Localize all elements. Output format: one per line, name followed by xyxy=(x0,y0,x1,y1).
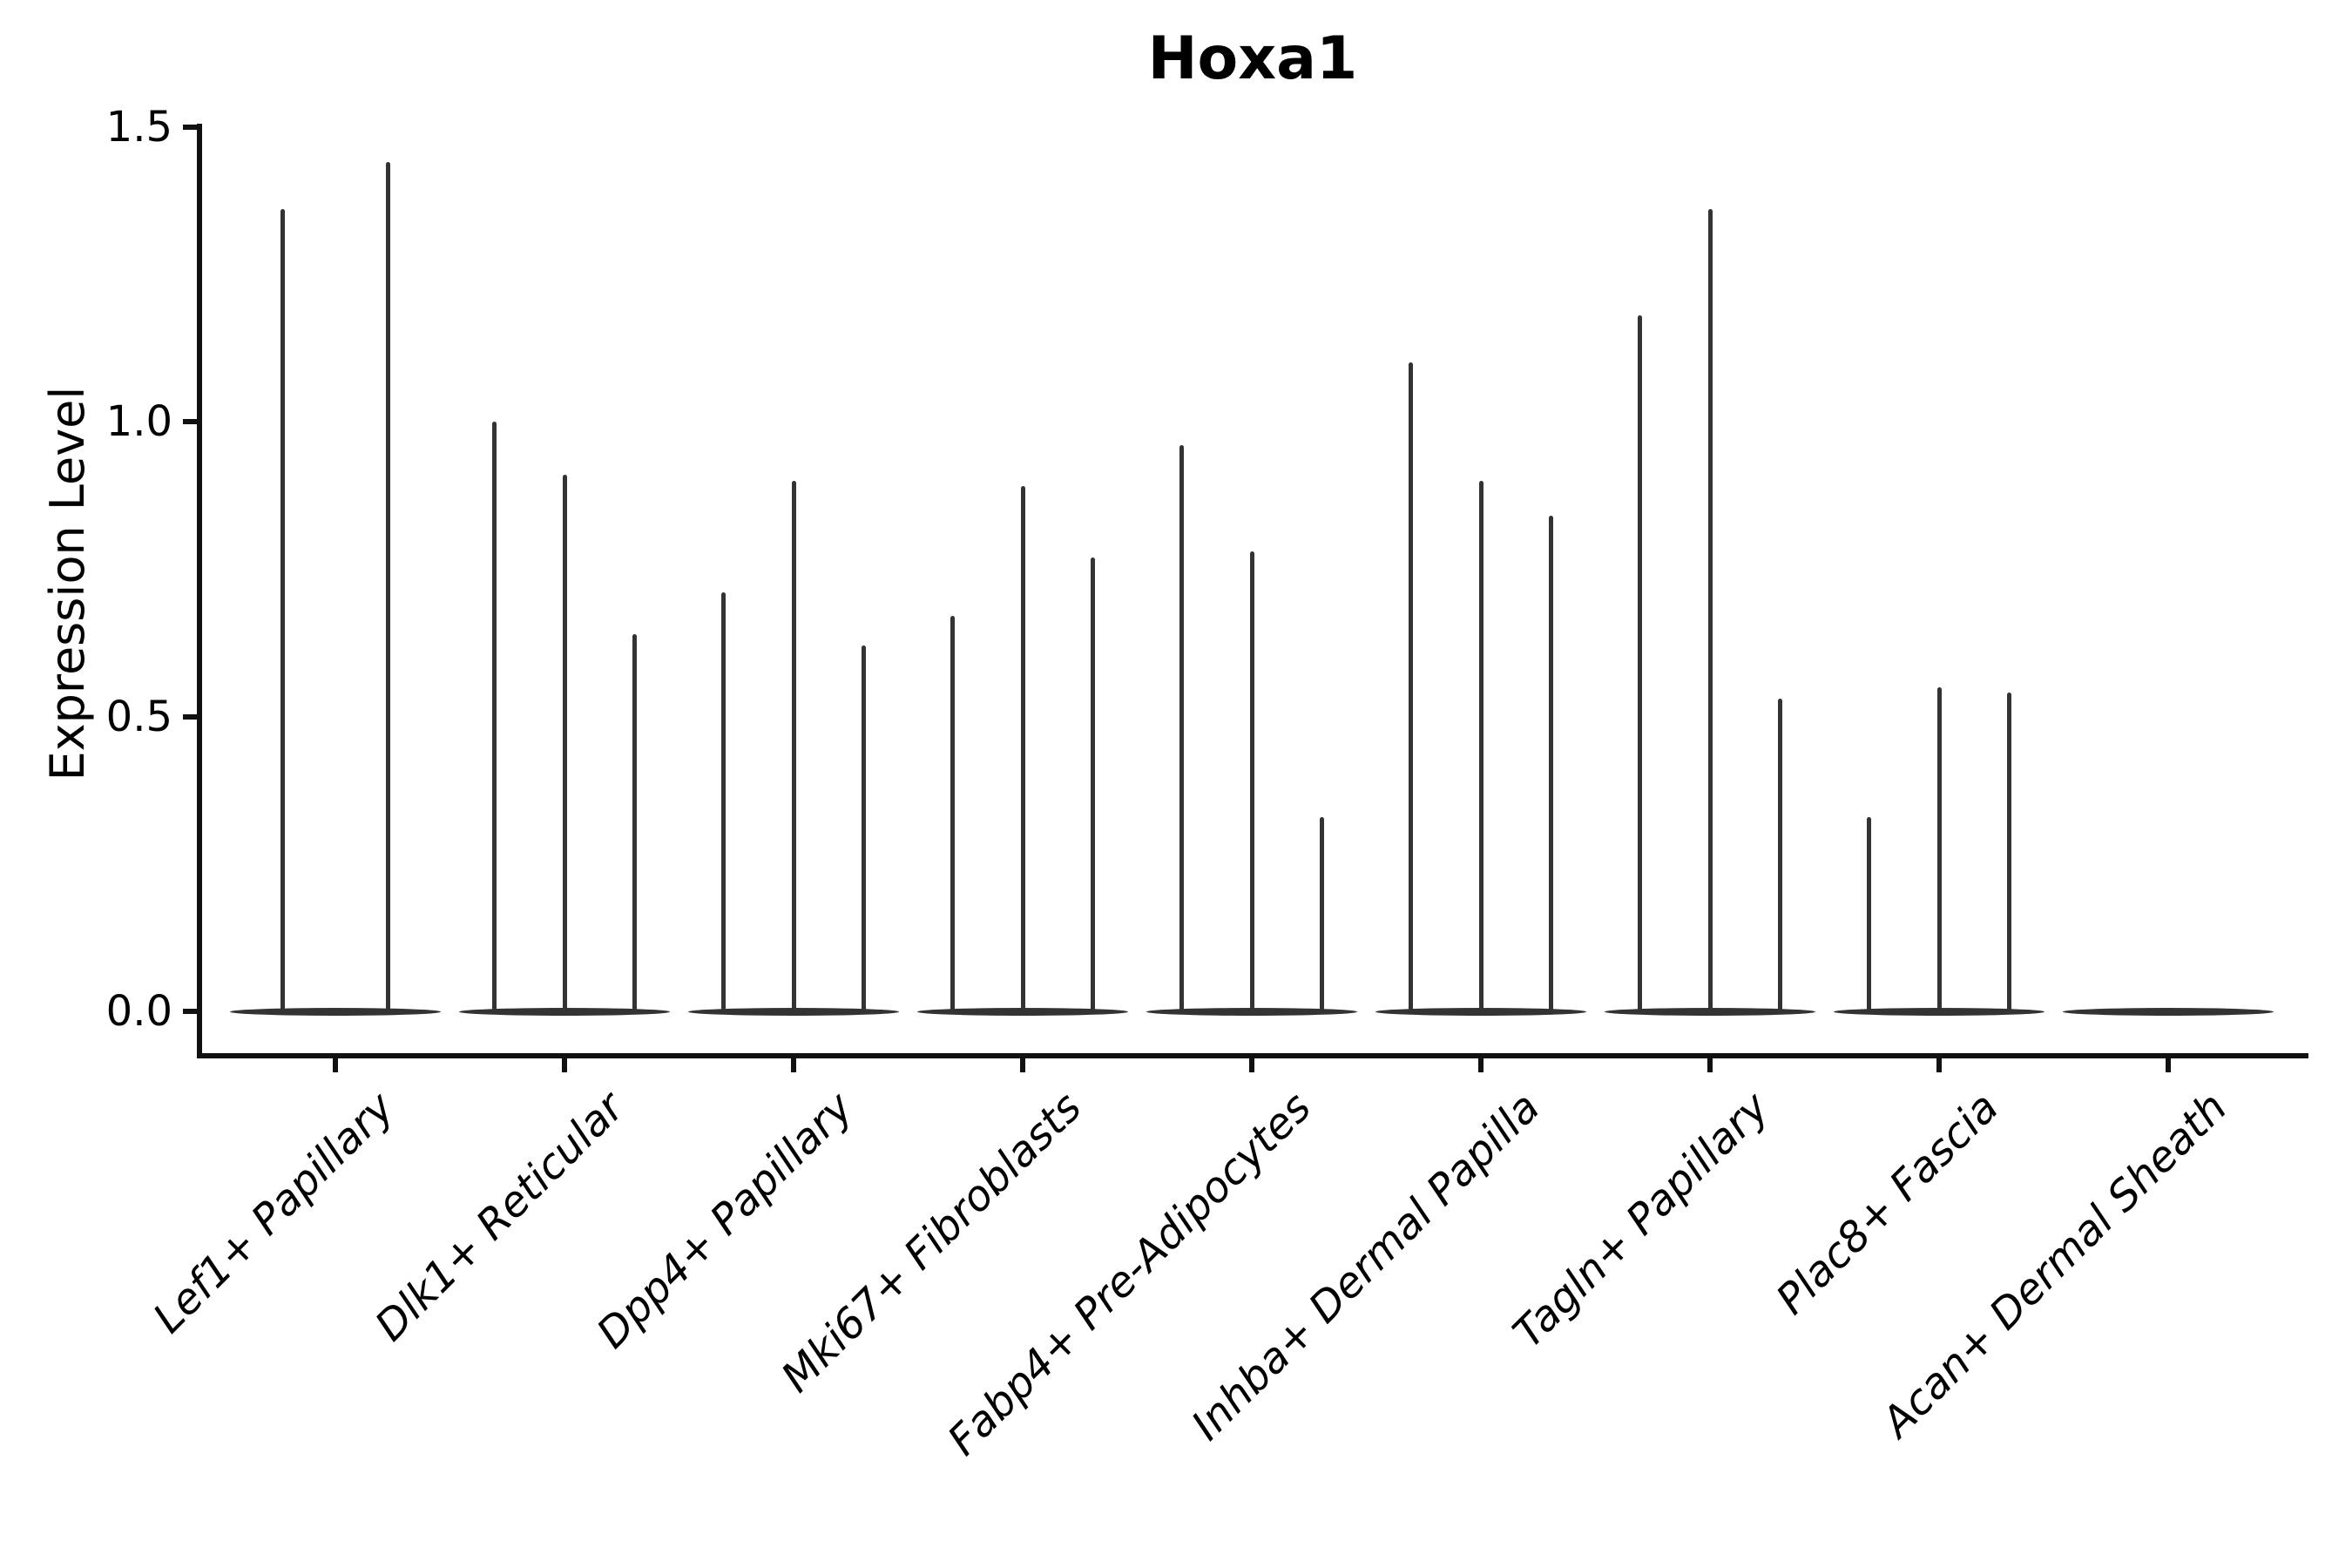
violin-baseline-body xyxy=(1605,1007,1815,1016)
y-tick-label: 1.0 xyxy=(105,397,172,446)
violin-baseline-body xyxy=(230,1007,441,1016)
violin-spike xyxy=(950,616,955,1011)
violin-spike xyxy=(791,480,796,1011)
violin-spike xyxy=(1936,686,1942,1011)
violin-spike xyxy=(562,474,567,1011)
y-axis-spine xyxy=(197,124,202,1058)
x-tick-label: Plac8+ Fascia xyxy=(1767,1083,2008,1324)
violin-spike xyxy=(632,633,638,1011)
y-tick-label: 1.5 xyxy=(105,102,172,152)
violin-spike xyxy=(1320,816,1325,1011)
y-tick-label: 0.5 xyxy=(105,692,172,741)
x-tick-label: Lef1+ Papillary xyxy=(144,1083,404,1343)
x-axis-spine xyxy=(197,1053,2308,1058)
y-tick-mark xyxy=(183,124,197,130)
violin-baseline-body xyxy=(688,1007,899,1016)
violin-baseline-body xyxy=(917,1007,1128,1016)
violin-baseline-body xyxy=(459,1007,670,1016)
x-tick-label: Tagln+ Papillary xyxy=(1504,1083,1779,1358)
y-tick-label: 0.0 xyxy=(105,987,172,1036)
violin-spike xyxy=(720,592,726,1011)
x-tick-mark xyxy=(1249,1058,1254,1072)
x-tick-mark xyxy=(2166,1058,2171,1072)
y-tick-mark xyxy=(183,419,197,424)
violin-spike xyxy=(1091,557,1096,1011)
violin-spike xyxy=(1478,480,1484,1011)
x-tick-label: Dpp4+ Papillary xyxy=(587,1083,862,1358)
x-tick-mark xyxy=(1020,1058,1025,1072)
x-tick-mark xyxy=(1478,1058,1484,1072)
violin-spike xyxy=(1020,486,1025,1011)
violin-spike xyxy=(1549,516,1554,1011)
violin-spike xyxy=(1179,445,1184,1011)
plot-title: Hoxa1 xyxy=(1147,24,1358,93)
violin-spike xyxy=(862,645,867,1011)
violin-baseline-body xyxy=(1834,1007,2044,1016)
violin-baseline-body xyxy=(1375,1007,1586,1016)
x-tick-mark xyxy=(1707,1058,1713,1072)
violin-spike xyxy=(1707,209,1713,1011)
violin-spike xyxy=(1866,816,1871,1011)
x-tick-mark xyxy=(562,1058,567,1072)
violin-spike xyxy=(1778,699,1783,1011)
y-tick-mark xyxy=(183,1009,197,1014)
violin-spike xyxy=(2007,693,2012,1011)
x-tick-mark xyxy=(791,1058,796,1072)
violin-spike xyxy=(491,422,497,1011)
violin-baseline-body xyxy=(2063,1007,2274,1016)
x-tick-label: Dlk1+ Reticular xyxy=(365,1083,633,1351)
violin-spike xyxy=(386,162,390,1011)
violin-baseline-body xyxy=(1146,1007,1357,1016)
violin-spike xyxy=(280,209,285,1011)
x-tick-mark xyxy=(333,1058,338,1072)
y-axis-label: Expression Level xyxy=(40,386,95,781)
violin-spike xyxy=(1249,551,1254,1011)
violin-spike xyxy=(1637,315,1642,1011)
violin-spike xyxy=(1408,362,1413,1011)
x-tick-mark xyxy=(1936,1058,1942,1072)
y-tick-mark xyxy=(183,713,197,720)
